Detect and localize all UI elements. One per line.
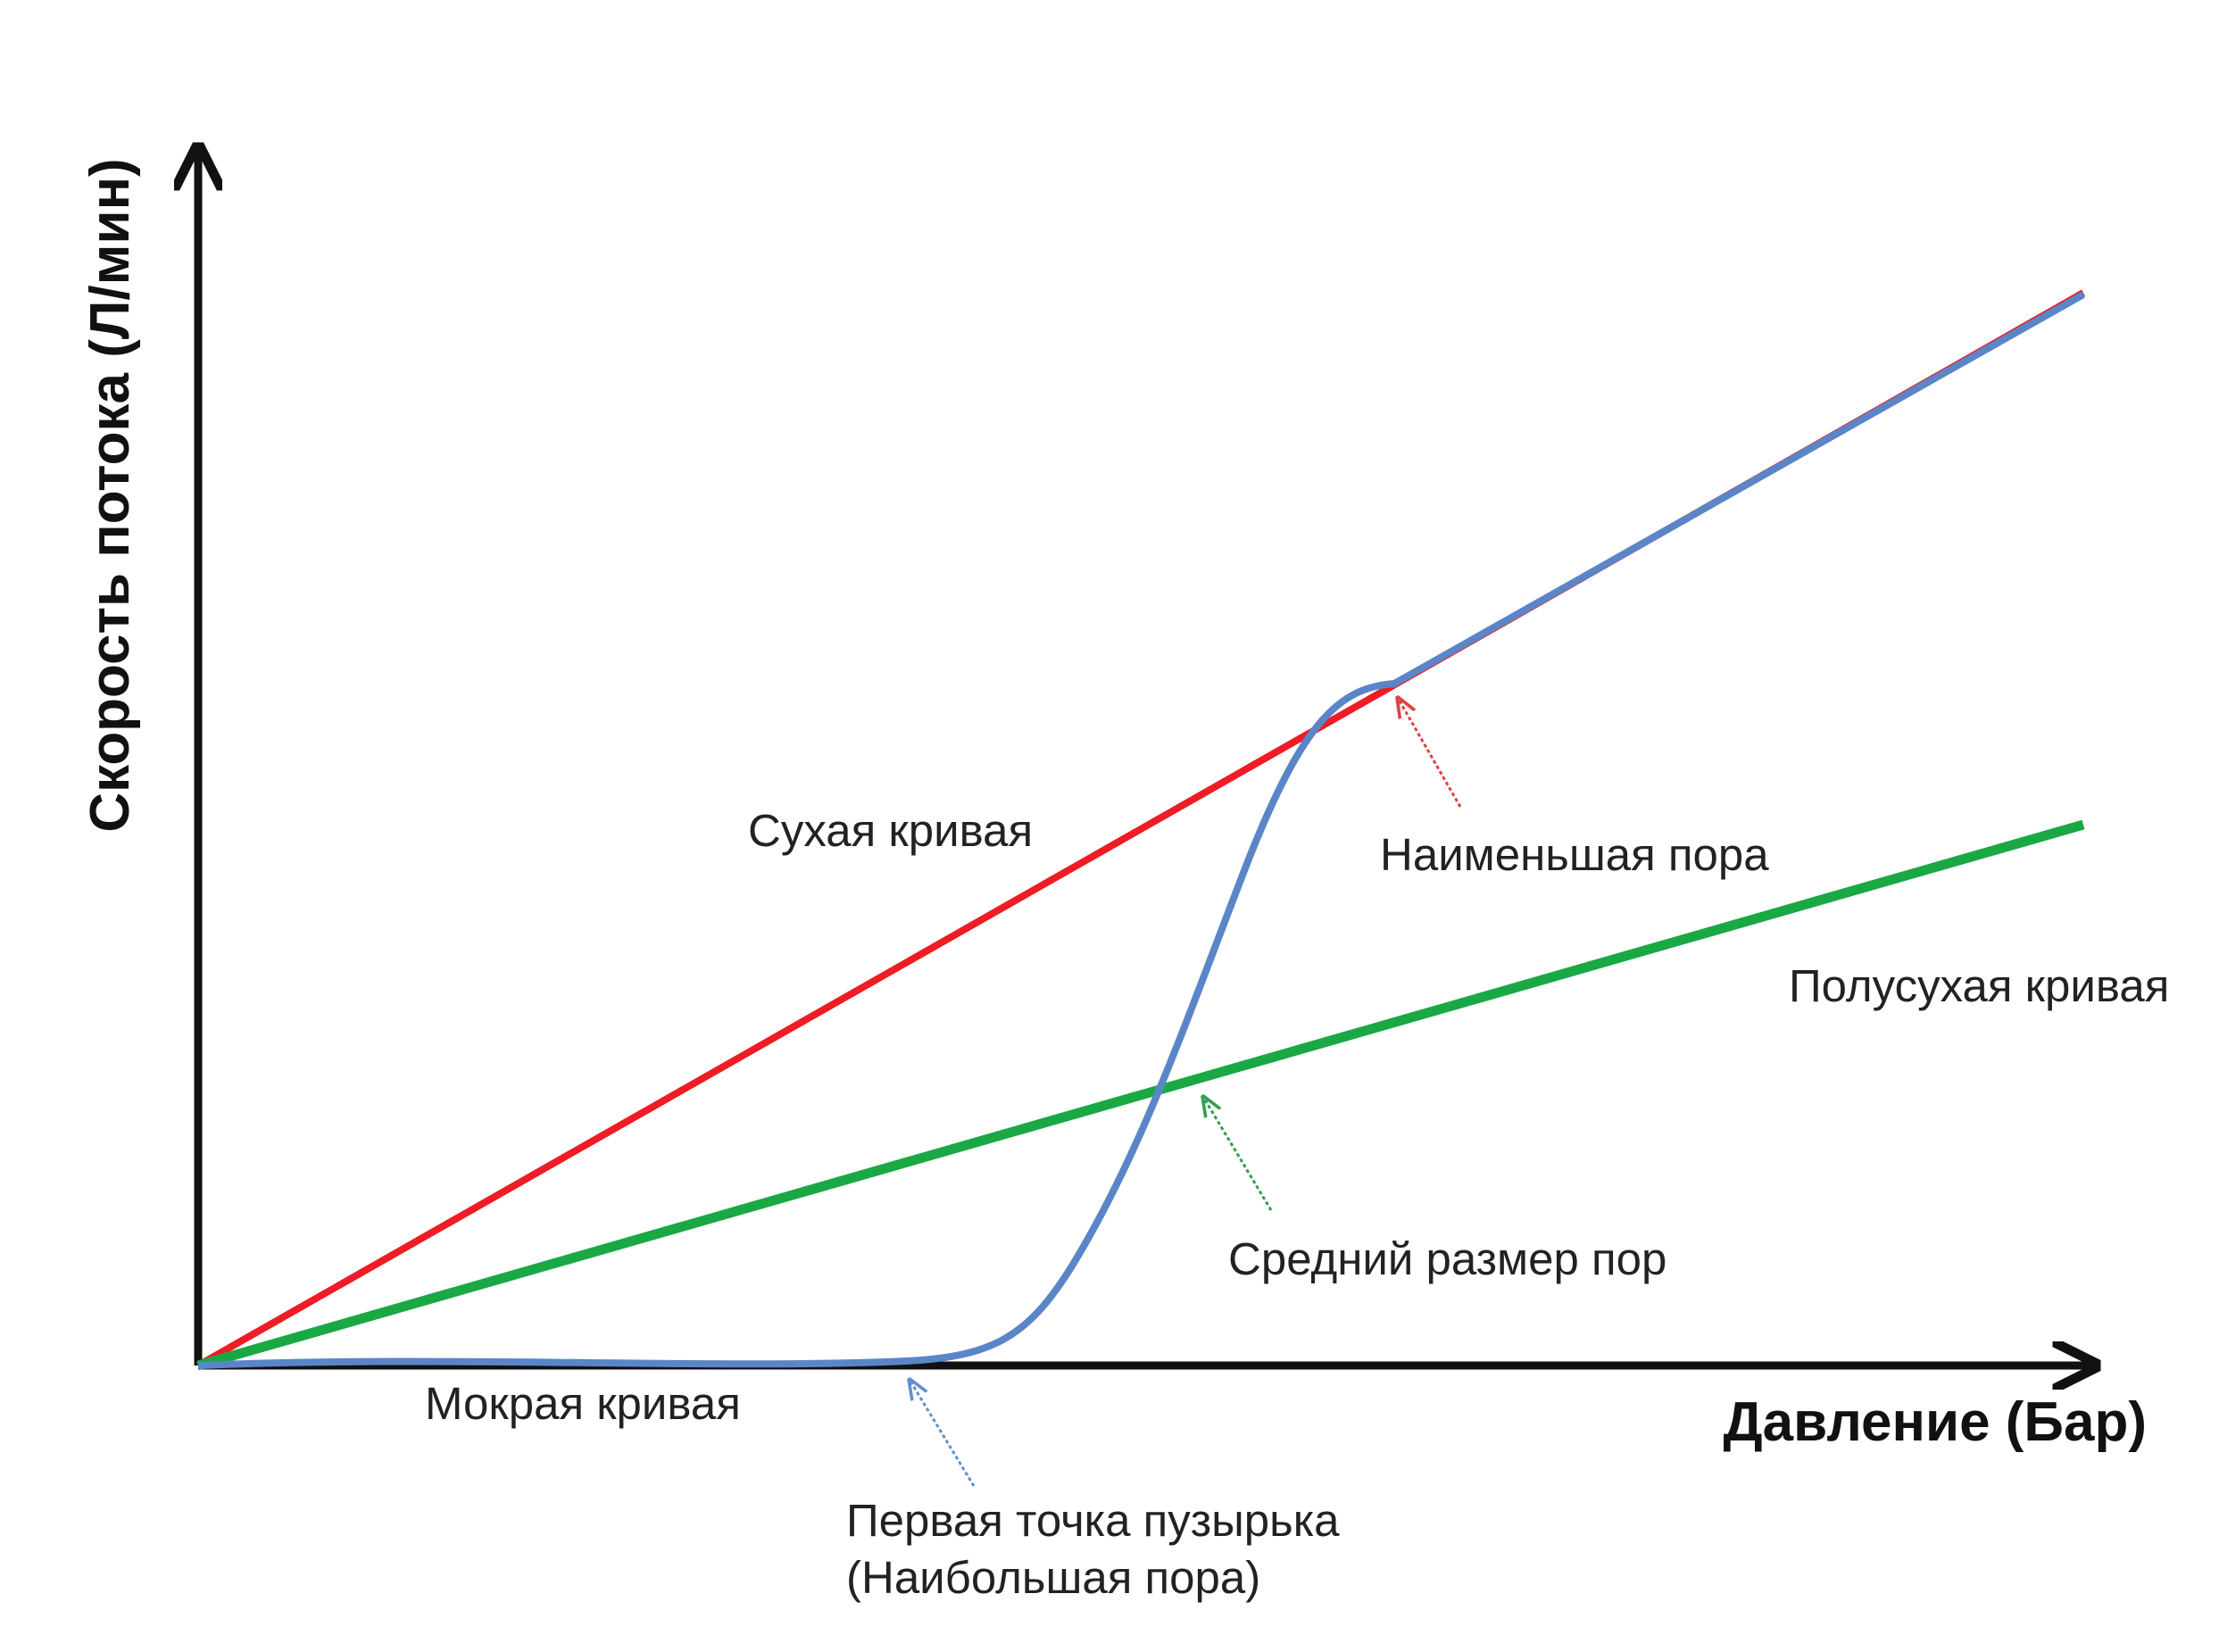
annotation: Первая точка пузырька xyxy=(846,1495,1340,1546)
annotation: (Наибольшая пора) xyxy=(846,1552,1260,1603)
y-axis-title: Скорость потока (Л/мин) xyxy=(79,158,141,832)
arrow xyxy=(1203,1097,1273,1211)
curve-label: Мокрая кривая xyxy=(425,1378,741,1429)
x-axis-title: Давление (Бар) xyxy=(1724,1391,2147,1453)
wet-curve xyxy=(197,291,2085,1369)
curve-label: Сухая кривая xyxy=(748,805,1033,856)
arrow xyxy=(910,1380,976,1487)
arrow xyxy=(1398,698,1462,808)
curve-label: Полусухая кривая xyxy=(1789,960,2169,1011)
half-dry-curve xyxy=(196,819,2085,1371)
annotation: Средний размер пор xyxy=(1228,1233,1666,1284)
annotation: Наименьшая пора xyxy=(1380,829,1769,880)
